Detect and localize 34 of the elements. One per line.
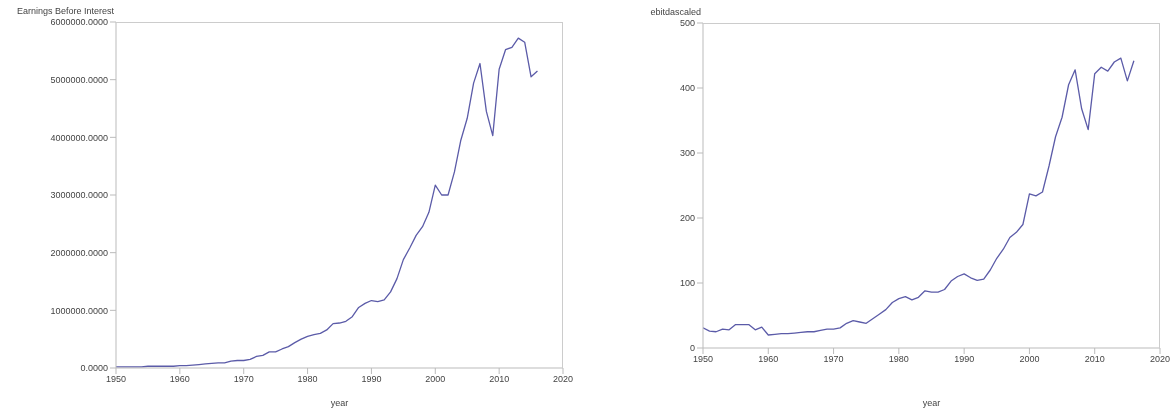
y-tick-label: 5000000.0000: [50, 74, 108, 85]
y-axis-title: ebitdascaled: [650, 7, 701, 17]
x-tick-label: 2020: [1149, 354, 1171, 365]
x-axis-title: year: [922, 398, 941, 408]
x-tick-label: 2010: [489, 374, 510, 385]
y-tick-label: 400: [679, 83, 695, 94]
x-tick-label: 1980: [888, 354, 909, 365]
y-tick-label: 1000000.0000: [50, 305, 108, 316]
x-tick-label: 2010: [1084, 354, 1105, 365]
x-axis-title: year: [330, 398, 349, 408]
x-tick-label: 2020: [552, 374, 574, 385]
y-tick-label: 300: [679, 148, 695, 159]
x-tick-label: 1980: [297, 374, 318, 385]
y-tick-label: 500: [679, 18, 695, 29]
x-tick-label: 1950: [692, 354, 714, 365]
y-tick-label: 2000000.0000: [50, 247, 108, 258]
y-tick-label: 0: [689, 343, 695, 354]
line-series: [703, 57, 1135, 336]
x-tick-label: 1960: [758, 354, 779, 365]
x-tick-label: 1990: [954, 354, 975, 365]
y-tick-label: 4000000.0000: [50, 132, 108, 143]
x-tick-label: 1990: [361, 374, 382, 385]
x-tick-label: 1970: [233, 374, 254, 385]
y-tick-label: 100: [679, 278, 695, 289]
y-tick-label: 0.0000: [80, 363, 108, 374]
x-tick-label: 1950: [105, 374, 127, 385]
x-tick-label: 2000: [425, 374, 446, 385]
x-tick-label: 2000: [1019, 354, 1040, 365]
y-tick-label: 6000000.0000: [50, 17, 108, 28]
x-tick-label: 1970: [823, 354, 844, 365]
y-tick-label: 3000000.0000: [50, 190, 108, 201]
y-tick-label: 200: [679, 213, 695, 224]
y-axis-title: Earnings Before Interest: [16, 6, 114, 16]
x-tick-label: 1960: [169, 374, 190, 385]
